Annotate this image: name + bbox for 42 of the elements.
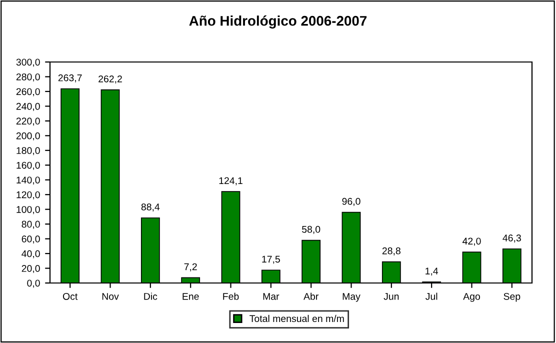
y-tick-label: 180,0 [16, 147, 40, 156]
x-tick-label: Abr [304, 292, 318, 300]
y-tick-label: 300,0 [16, 58, 40, 67]
data-label: 263,7 [58, 74, 82, 82]
x-tick-label: Sep [504, 292, 520, 302]
y-tick-label: 240,0 [16, 102, 40, 111]
y-tick-label: 60,0 [22, 236, 40, 244]
y-tick-label: 140,0 [16, 176, 40, 185]
y-tick-label: 40,0 [22, 250, 40, 258]
data-label: 1,4 [426, 268, 438, 276]
y-tick-label: 100,0 [16, 206, 40, 214]
x-tick-label: Ago [463, 293, 480, 302]
x-tick-label: Dic [144, 292, 158, 300]
data-label: 96,0 [342, 198, 360, 206]
data-label: 28,8 [382, 247, 400, 256]
y-tick-label: 20,0 [22, 265, 40, 274]
data-label: 17,5 [262, 256, 280, 264]
y-tick-label: 220,0 [16, 118, 40, 126]
x-tick-label: Ene [182, 293, 199, 300]
data-label: 124,1 [219, 177, 242, 186]
data-label: 262,2 [98, 75, 122, 84]
x-tick-label: Oct [62, 292, 78, 300]
y-tick-label: 260,0 [16, 88, 40, 96]
y-tick-label: 80,0 [22, 220, 40, 229]
y-tick-label: 120,0 [16, 191, 40, 200]
data-label: 46,3 [502, 234, 521, 243]
x-tick-label: Mar [263, 293, 280, 300]
y-tick-label: 280,0 [16, 73, 40, 82]
y-tick-label: 160,0 [16, 162, 40, 170]
data-label: 42,0 [462, 238, 481, 246]
x-tick-label: Feb [223, 292, 239, 300]
data-label: 88,4 [141, 204, 160, 212]
y-tick-label: 200,0 [16, 132, 40, 140]
data-label: 7,2 [184, 263, 197, 272]
x-tick-label: Nov [102, 293, 119, 300]
x-tick-label: Jun [384, 293, 399, 300]
chart-title: Año Hidrológico 2006-2007 [189, 15, 367, 29]
y-tick-label: 0,0 [27, 280, 40, 288]
x-tick-label: Jul [426, 292, 438, 300]
x-tick-label: May [342, 293, 360, 302]
data-label: 58,0 [302, 226, 320, 234]
legend-label: Total mensual en m/m [250, 314, 344, 322]
